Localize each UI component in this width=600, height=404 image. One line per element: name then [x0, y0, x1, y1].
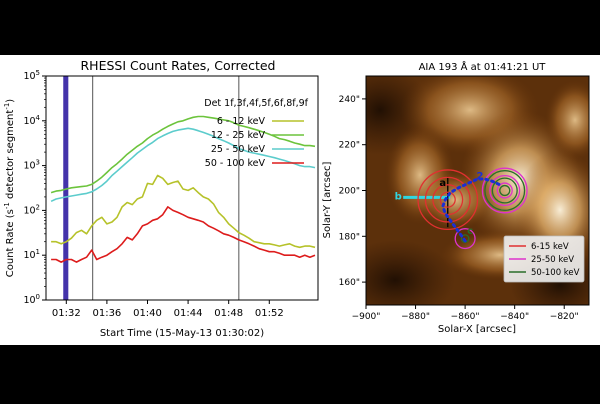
y-tick-label: 220": [339, 141, 360, 151]
y-tick-label: 102: [23, 203, 40, 216]
legend-entry-label: 50 - 100 keV: [205, 158, 266, 169]
slit-label: 2: [476, 171, 483, 182]
series-line: [51, 206, 316, 263]
aia-legend: 6-15 keV 25-50 keV 50-100 keV: [503, 235, 585, 283]
y-tick-label: 240": [339, 95, 360, 105]
aia-x-axis-label: Solar-X [arcsec]: [438, 324, 516, 335]
y-tick-label: 180": [339, 232, 360, 242]
y-tick-label: 160": [339, 278, 360, 288]
legend-entry-label: 25-50 keV: [531, 255, 574, 265]
rhessi-x-ticks: 01:32 01:36 01:40 01:44 01:48 01:52: [52, 300, 284, 319]
rhessi-plot-area: [50, 76, 316, 300]
x-tick-label: 01:52: [255, 308, 284, 319]
aia-y-ticks: 160" 180" 200" 220" 240": [339, 95, 366, 288]
rhessi-chart: RHESSI Count Rates, Corrected 01:32 01:36…: [3, 58, 319, 339]
slit-label: a: [439, 178, 446, 189]
legend-entry-label: 50-100 keV: [531, 268, 580, 278]
contour-ring: [424, 176, 471, 223]
aia-dark-region: [366, 240, 455, 305]
slit-label: b: [395, 192, 402, 203]
aia-title: AIA 193 Å at 01:41:21 UT: [419, 60, 547, 73]
attenuator-band: [63, 76, 69, 300]
rhessi-x-axis-label: Start Time (15-May-13 01:30:02): [100, 328, 264, 339]
series-line: [51, 174, 316, 249]
x-tick-label: −860": [451, 312, 480, 322]
aia-y-axis-label: Solar-Y [arcsec]: [322, 162, 333, 239]
aia-image: [366, 76, 589, 305]
x-tick-label: 01:48: [214, 308, 243, 319]
rhessi-legend-title: Det 1f,3f,4f,5f,6f,8f,9f: [204, 98, 308, 109]
contour-ring: [439, 191, 456, 208]
contour-ring: [417, 169, 479, 231]
legend-entry-label: 6-15 keV: [531, 242, 569, 252]
y-tick-label: 105: [23, 69, 40, 82]
aia-image-chart: AIA 193 Å at 01:41:21 UT: [322, 60, 590, 335]
contour-ring: [491, 177, 518, 204]
x-tick-label: 01:32: [52, 308, 81, 319]
contour-ring: [496, 182, 513, 199]
aia-bright-region: [545, 80, 589, 160]
series-line: [50, 115, 316, 194]
aia-overlay: a b 2 c: [395, 167, 528, 250]
aia-bright-region: [385, 125, 455, 225]
series-line: [50, 127, 316, 203]
loop-path-dotted: [441, 177, 504, 243]
y-tick-label: 104: [23, 114, 40, 127]
y-tick-label: 101: [23, 248, 40, 261]
legend-entry-label: 12 - 25 keV: [211, 130, 266, 141]
rhessi-chart-title: RHESSI Count Rates, Corrected: [81, 58, 276, 73]
aia-x-ticks: −900" −880" −860" −840" −820": [352, 305, 579, 322]
contour-ring: [481, 167, 528, 214]
slit-label: c: [467, 226, 473, 237]
x-tick-label: −820": [550, 312, 579, 322]
x-tick-label: −880": [401, 312, 430, 322]
legend-entry-label: 6 - 12 keV: [217, 116, 266, 127]
x-tick-label: 01:36: [92, 308, 121, 319]
contour-ring: [484, 170, 526, 211]
rhessi-axes-frame: [45, 75, 319, 301]
rhessi-y-axis-label: Count Rate (s-1 detector segment-1): [3, 99, 16, 278]
rhessi-y-ticks: 100 101 102 103 104 105: [23, 69, 46, 306]
contour-ring: [454, 228, 476, 250]
y-tick-label: 100: [23, 293, 40, 306]
legend-box: [503, 235, 585, 283]
x-tick-label: −900": [352, 312, 381, 322]
x-tick-label: 01:44: [174, 308, 203, 319]
x-tick-label: 01:40: [133, 308, 162, 319]
contour-ring: [489, 174, 521, 207]
legend-entry-label: 25 - 50 keV: [211, 144, 266, 155]
y-tick-label: 200": [339, 187, 360, 197]
y-tick-label: 103: [23, 159, 40, 172]
contour-ring: [499, 184, 511, 197]
rhessi-legend: 6 - 12 keV 12 - 25 keV 25 - 50 keV 50 - 100…: [205, 116, 304, 169]
x-tick-label: −840": [500, 312, 529, 322]
